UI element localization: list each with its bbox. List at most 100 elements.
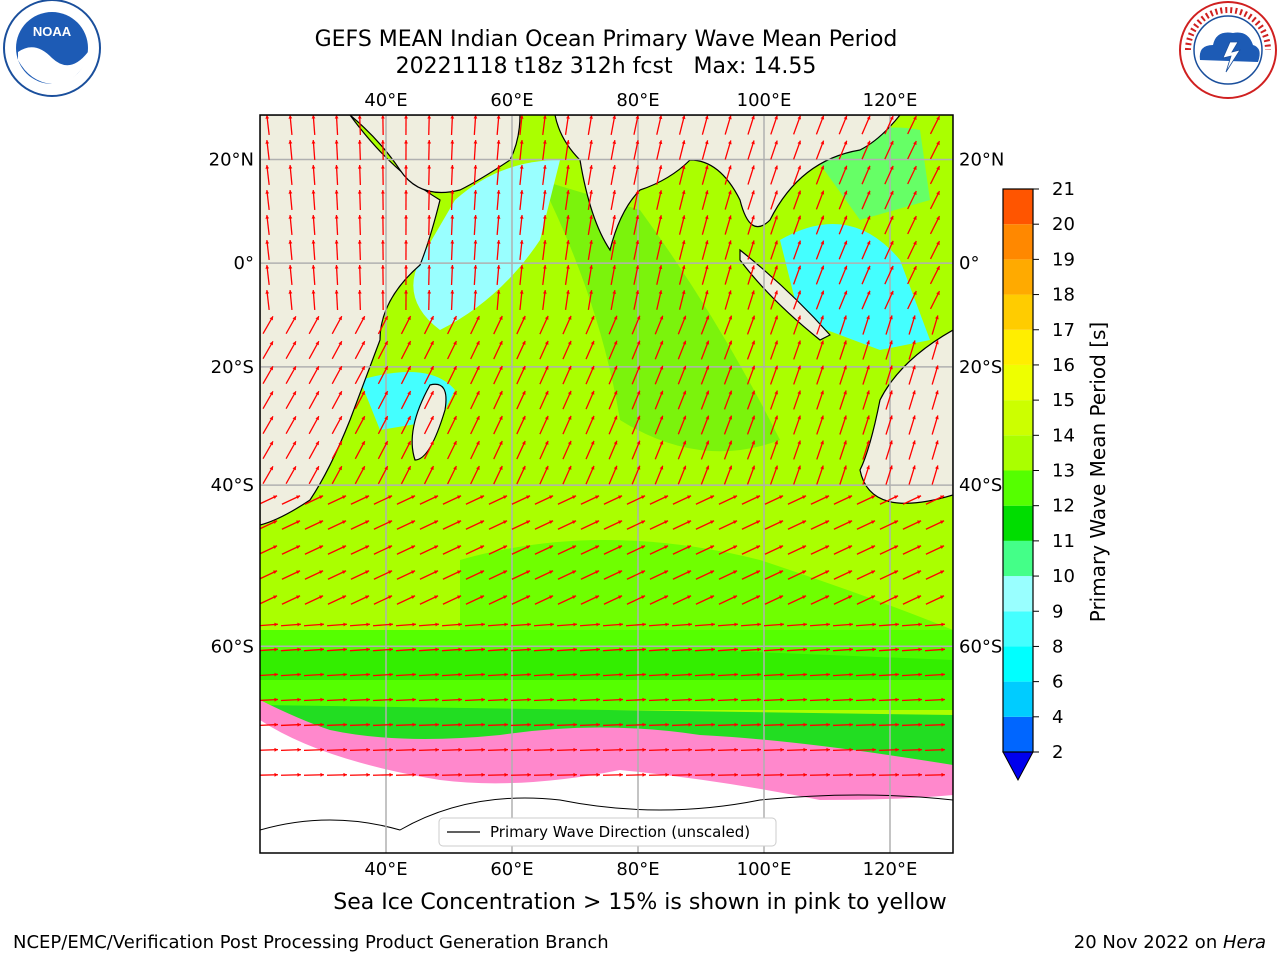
wave-arrow-icon bbox=[672, 495, 692, 505]
wave-arrow-icon bbox=[793, 365, 801, 385]
wave-arrow-icon bbox=[677, 465, 687, 485]
wave-arrow-icon bbox=[372, 647, 394, 652]
wave-arrow-icon bbox=[470, 365, 480, 385]
wave-arrow-icon bbox=[885, 340, 893, 360]
wave-arrow-icon bbox=[308, 390, 320, 410]
wave-arrow-icon bbox=[884, 215, 894, 235]
wave-arrow-icon bbox=[610, 215, 617, 235]
wave-arrow-icon bbox=[580, 570, 600, 580]
wave-arrow-icon bbox=[473, 289, 478, 311]
lat-ticks-right: 20°N 0° 20°S 40°S 60°S bbox=[959, 150, 1004, 658]
wave-arrow-icon bbox=[694, 747, 716, 752]
wave-arrow-icon bbox=[672, 520, 692, 530]
wave-arrow-icon bbox=[354, 390, 366, 410]
wave-arrow-icon bbox=[678, 240, 686, 260]
wave-arrow-icon bbox=[262, 466, 274, 484]
wave-arrow-icon bbox=[493, 315, 503, 335]
wave-arrow-icon bbox=[373, 495, 393, 505]
wave-arrow-icon bbox=[487, 772, 509, 777]
wave-arrow-icon bbox=[855, 772, 877, 777]
colorbar-swatch bbox=[1003, 716, 1033, 752]
wave-arrow-icon bbox=[564, 215, 570, 235]
wave-arrow-icon bbox=[610, 190, 617, 210]
wave-arrow-icon bbox=[832, 672, 854, 677]
wave-arrow-icon bbox=[839, 390, 847, 410]
wave-arrow-icon bbox=[470, 390, 480, 410]
wave-arrow-icon bbox=[464, 747, 486, 752]
wave-arrow-icon bbox=[447, 390, 457, 410]
wave-arrow-icon bbox=[885, 465, 893, 485]
wave-arrow-icon bbox=[534, 595, 554, 605]
wave-arrow-icon bbox=[764, 520, 784, 530]
wave-arrow-icon bbox=[418, 672, 440, 677]
wave-arrow-icon bbox=[672, 570, 692, 580]
wave-arrow-icon bbox=[564, 115, 570, 135]
wave-arrow-icon bbox=[787, 595, 807, 605]
wave-arrow-icon bbox=[404, 189, 408, 211]
wave-arrow-icon bbox=[602, 747, 624, 752]
wave-arrow-icon bbox=[327, 495, 347, 505]
wave-arrow-icon bbox=[746, 315, 756, 335]
wave-arrow-icon bbox=[473, 214, 478, 236]
wave-arrow-icon bbox=[786, 747, 808, 752]
wave-arrow-icon bbox=[907, 190, 917, 210]
wave-arrow-icon bbox=[423, 415, 435, 435]
wave-arrow-icon bbox=[380, 115, 385, 136]
wave-arrow-icon bbox=[770, 165, 778, 185]
wave-arrow-icon bbox=[861, 115, 871, 135]
wave-arrow-icon bbox=[625, 622, 647, 627]
wave-arrow-icon bbox=[838, 240, 848, 260]
wave-arrow-icon bbox=[280, 722, 302, 727]
wave-arrow-icon bbox=[470, 340, 480, 360]
wave-arrow-icon bbox=[832, 622, 854, 627]
wave-arrow-icon bbox=[442, 495, 462, 505]
wave-arrow-icon bbox=[602, 647, 624, 652]
wave-arrow-icon bbox=[519, 115, 524, 136]
wave-arrow-icon bbox=[747, 290, 755, 310]
wave-arrow-icon bbox=[701, 240, 709, 260]
wave-arrow-icon bbox=[884, 240, 894, 260]
wave-arrow-icon bbox=[464, 622, 486, 627]
wave-arrow-icon bbox=[793, 315, 801, 335]
wave-arrow-icon bbox=[770, 465, 778, 485]
lon-tick-bottom: 40°E bbox=[364, 859, 407, 880]
wave-arrow-icon bbox=[587, 190, 593, 210]
wave-arrow-icon bbox=[924, 722, 946, 727]
wave-arrow-icon bbox=[372, 697, 394, 702]
wave-arrow-icon bbox=[792, 240, 802, 260]
wave-arrow-icon bbox=[724, 240, 732, 260]
wave-arrow-icon bbox=[372, 722, 394, 727]
wave-arrow-icon bbox=[631, 390, 641, 410]
wave-arrow-icon bbox=[441, 722, 463, 727]
wave-arrow-icon bbox=[260, 545, 278, 555]
wave-arrow-icon bbox=[879, 545, 899, 555]
wave-arrow-icon bbox=[885, 365, 893, 385]
wave-arrow-icon bbox=[260, 520, 278, 530]
wave-arrow-icon bbox=[465, 570, 485, 580]
footer-credit: NCEP/EMC/Verification Post Processing Pr… bbox=[13, 932, 609, 953]
wave-arrow-icon bbox=[862, 415, 870, 435]
lon-tick-top: 60°E bbox=[490, 90, 533, 111]
wave-arrow-icon bbox=[885, 390, 893, 410]
wave-arrow-icon bbox=[787, 520, 807, 530]
wave-arrow-icon bbox=[747, 115, 755, 135]
wave-arrow-icon bbox=[418, 647, 440, 652]
colorbar-swatch bbox=[1003, 576, 1033, 612]
wave-arrow-icon bbox=[809, 672, 831, 677]
lon-tick-bottom: 80°E bbox=[616, 859, 659, 880]
wave-arrow-icon bbox=[602, 722, 624, 727]
wave-arrow-icon bbox=[260, 747, 279, 752]
wave-arrow-icon bbox=[901, 747, 923, 752]
wave-arrow-icon bbox=[288, 164, 293, 186]
wave-arrow-icon bbox=[542, 264, 547, 286]
legend-label: Primary Wave Direction (unscaled) bbox=[490, 823, 750, 841]
wave-arrow-icon bbox=[677, 390, 687, 410]
wave-arrow-icon bbox=[633, 290, 640, 310]
wave-arrow-icon bbox=[633, 165, 640, 185]
wave-arrow-icon bbox=[838, 290, 848, 310]
wave-arrow-icon bbox=[861, 140, 871, 160]
lon-tick-top: 40°E bbox=[364, 90, 407, 111]
wave-arrow-icon bbox=[400, 315, 412, 335]
wave-arrow-icon bbox=[488, 570, 508, 580]
wave-arrow-icon bbox=[908, 465, 916, 485]
